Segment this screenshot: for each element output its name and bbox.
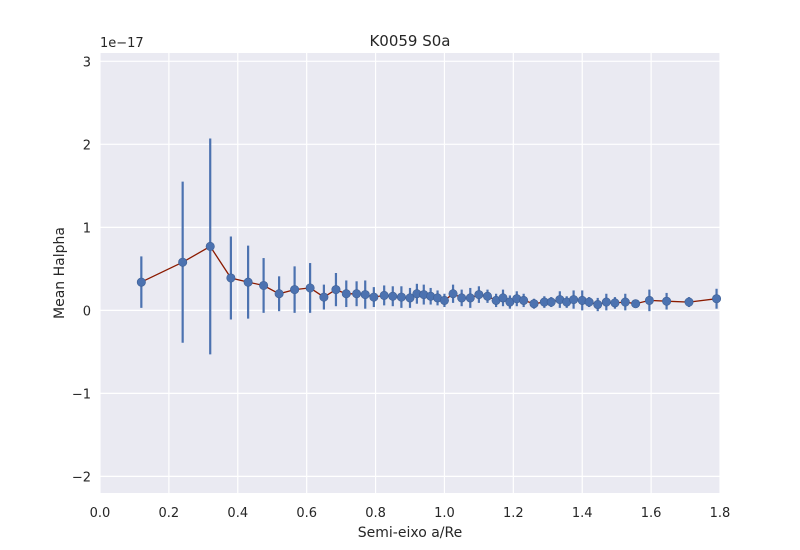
data-point	[584, 297, 594, 307]
y-tick-label: −1	[72, 387, 91, 402]
x-tick-label: 1.0	[434, 506, 455, 521]
data-point	[546, 297, 556, 307]
data-point	[396, 292, 406, 302]
data-point	[498, 293, 508, 303]
x-tick-label: 0.4	[227, 506, 248, 521]
y-tick-label: 3	[83, 55, 91, 70]
x-tick-label: 0.6	[296, 506, 317, 521]
data-point	[388, 291, 398, 301]
chart-title: K0059 S0a	[369, 32, 450, 50]
y-tick-label: 1	[83, 221, 91, 236]
data-point	[305, 283, 315, 293]
data-point	[644, 295, 654, 305]
data-point	[610, 298, 620, 308]
x-tick-label: 1.6	[641, 506, 662, 521]
x-tick-label: 1.4	[572, 506, 593, 521]
data-point	[593, 300, 603, 310]
data-point	[243, 277, 253, 287]
data-point	[662, 296, 672, 306]
data-point	[439, 295, 449, 305]
data-point	[352, 289, 362, 299]
y-tick-label: 0	[83, 304, 91, 319]
data-point	[631, 299, 641, 309]
y-axis-label: Mean Halpha	[52, 227, 68, 319]
data-point	[331, 285, 341, 295]
x-tick-label: 1.8	[710, 506, 731, 521]
data-point	[319, 292, 329, 302]
data-point	[136, 277, 146, 287]
data-point	[226, 273, 236, 283]
data-point	[601, 297, 611, 307]
data-point	[379, 290, 389, 300]
data-point	[457, 293, 467, 303]
data-point	[290, 285, 300, 295]
data-point	[684, 297, 694, 307]
data-point	[712, 294, 722, 304]
x-tick-label: 0.2	[159, 506, 180, 521]
data-point	[529, 299, 539, 309]
y-tick-label: −2	[72, 470, 91, 485]
data-point	[205, 241, 215, 251]
data-point	[178, 257, 188, 267]
data-point	[482, 291, 492, 301]
x-axis-label: Semi-eixo a/Re	[358, 525, 462, 541]
data-point	[620, 297, 630, 307]
data-point	[465, 293, 475, 303]
data-point	[274, 289, 284, 299]
x-tick-label: 0.8	[365, 506, 386, 521]
x-tick-label: 1.2	[503, 506, 524, 521]
data-point	[474, 290, 484, 300]
data-point	[448, 289, 458, 299]
data-point	[405, 293, 415, 303]
data-point	[369, 292, 379, 302]
data-point	[259, 280, 269, 290]
plot-background	[100, 53, 720, 493]
data-point	[519, 295, 529, 305]
y-tick-label: 2	[83, 138, 91, 153]
data-point	[569, 295, 579, 305]
data-point	[360, 290, 370, 300]
y-offset-text: 1e−17	[100, 36, 144, 51]
x-tick-label: 0.0	[90, 506, 111, 521]
data-point	[341, 289, 351, 299]
